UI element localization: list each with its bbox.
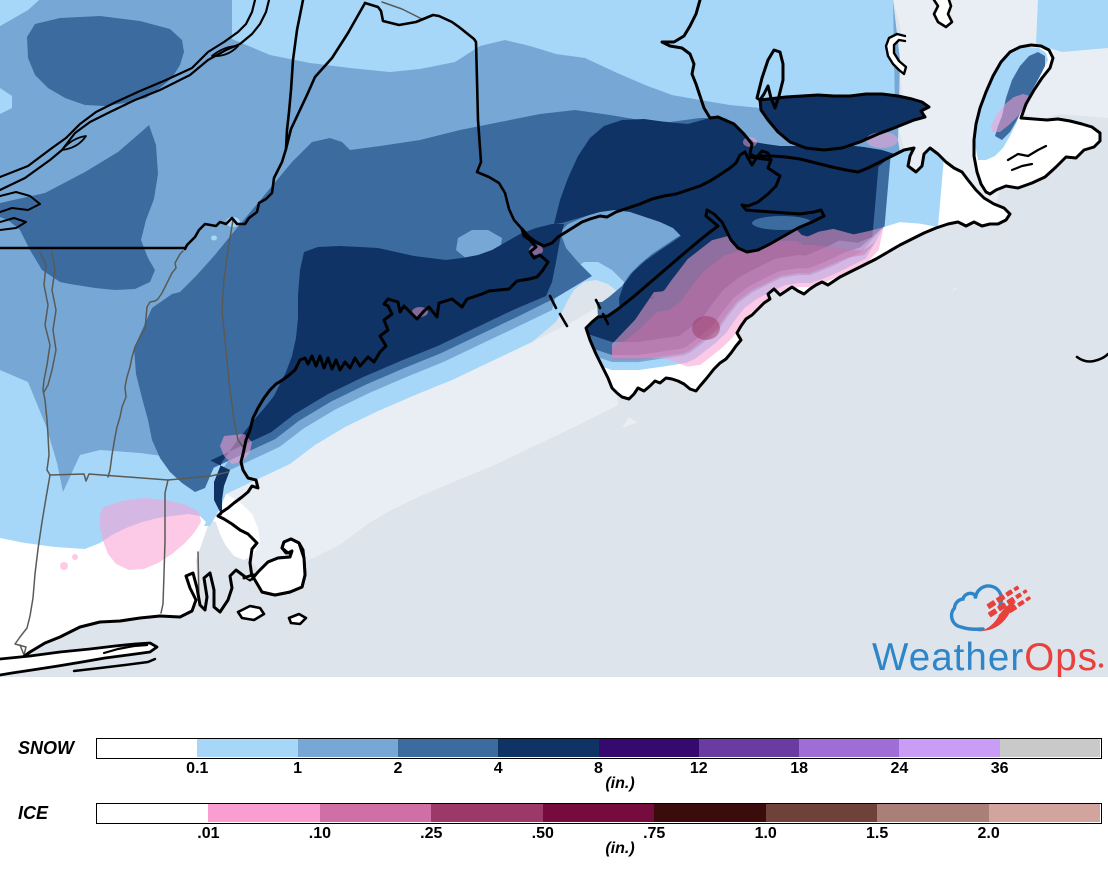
svg-text:WeatherOps: WeatherOps <box>872 636 1097 677</box>
